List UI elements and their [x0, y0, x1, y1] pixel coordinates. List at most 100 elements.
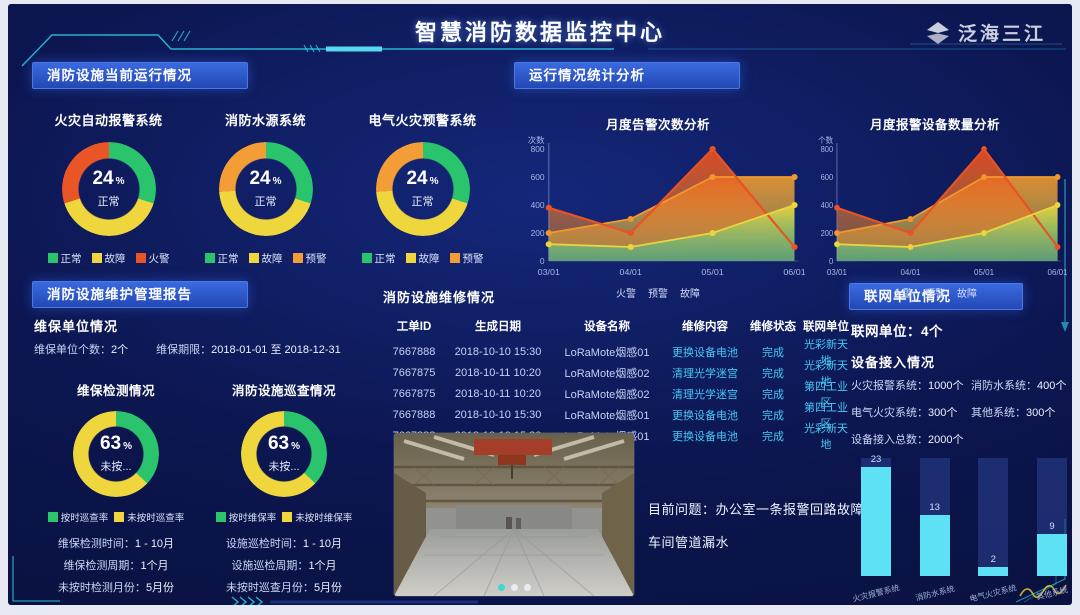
- legend-item: 正常: [204, 251, 239, 266]
- svg-text:06/01: 06/01: [1048, 268, 1067, 277]
- maintenance-info-line: 维保单位个数：2个 维保期限：2018-01-01 至 2018-12-31: [34, 341, 341, 357]
- stat-item: 其他系统：300个: [971, 407, 1056, 419]
- table-cell: 清理光学迷宫: [672, 389, 738, 401]
- bar-category-label: 电气火灾系统: [968, 583, 1018, 604]
- table-cell: 更换设备电池: [672, 410, 738, 422]
- svg-text:600: 600: [821, 173, 834, 182]
- repair-table-title: 消防设施维修情况: [383, 290, 496, 305]
- bar-track: [978, 458, 1009, 576]
- donut-legend: 正常 故障 预警: [344, 251, 501, 266]
- donut-legend: 按时巡查率 未按时巡查率: [32, 510, 200, 524]
- table-cell: 完成: [762, 389, 784, 401]
- stat-item: 维保检测周期：1个月: [63, 560, 169, 572]
- svg-text:200: 200: [531, 229, 545, 238]
- table-cell: 第四工业区: [804, 402, 848, 430]
- stat-item: 维保单位个数：2个: [34, 344, 129, 356]
- dashboard-board: 智慧消防数据监控中心 泛海三江 消防设施当前运行情况 运行情况统计分析 消防设施…: [8, 4, 1072, 605]
- table-cell: 2018-10-10 15:30: [454, 409, 542, 421]
- bar-value: 2: [990, 554, 996, 565]
- repair-table-panel: 消防设施维修情况 工单ID 生成日期 设备名称 维修内容 维修状态 联网单位 7667888…: [383, 287, 853, 452]
- patrol-donut-chart: [241, 411, 327, 497]
- stat-item: 未按时检测月份：5月份: [57, 582, 175, 594]
- column-header: 设备名称: [584, 320, 630, 333]
- svg-text:200: 200: [821, 229, 834, 238]
- donut-block-patrol: 消防设施巡查情况 63% 未按... 按时维保率 未按时维保率 设施巡检时间：1 …: [200, 370, 368, 599]
- factory-photo[interactable]: [394, 433, 634, 596]
- legend-item: 正常: [361, 251, 396, 266]
- stat-item: 设施巡检周期：1个月: [231, 560, 337, 572]
- table-row: 7667875 2018-10-11 10:20 LoRaMote烟感02 清理光学迷…: [383, 357, 853, 388]
- stat-item: 维保检测时间：1 - 10月: [57, 538, 175, 550]
- legend-item: 预警: [925, 289, 945, 300]
- brand-diamond-icon: [926, 21, 949, 44]
- electrical-fire-donut-chart: [375, 142, 470, 236]
- bar-track: [1036, 458, 1067, 576]
- legend-item: 故障: [248, 251, 283, 266]
- bar-column: 9 其他系统: [1029, 442, 1072, 602]
- carousel-dot[interactable]: [523, 584, 531, 591]
- column-header: 维修状态: [750, 320, 796, 333]
- table-cell: 7667888: [392, 346, 436, 358]
- water-supply-donut-chart: [218, 142, 313, 236]
- table-cell: 光彩新天地: [804, 339, 848, 367]
- stat-item: 火灾报警系统：1000个: [851, 380, 964, 392]
- svg-text:04/01: 04/01: [620, 267, 642, 277]
- problem-line-2: 车间管道漏水: [648, 535, 730, 550]
- table-cell: 2018-10-11 10:20: [454, 367, 542, 379]
- column-header: 联网单位: [803, 320, 849, 333]
- column-header: 维修内容: [682, 320, 728, 333]
- table-cell: 更换设备电池: [672, 347, 738, 359]
- inspection-donut-chart: [73, 411, 159, 497]
- system-status-donuts: 火灾自动报警系统 24% 正常 正常 故障 火警 消防水源系统 24% 正常 正常故…: [30, 100, 502, 266]
- svg-text:800: 800: [821, 145, 834, 154]
- bar-fill: [1036, 534, 1067, 576]
- chart-legend: 火警 预警 故障: [803, 285, 1067, 300]
- donut-center-label: 63% 未按...: [267, 433, 301, 473]
- current-problem-text: 目前问题：办公室一条报警回路故障， 车间管道漏水: [648, 493, 918, 559]
- legend-item: 故障: [91, 251, 126, 266]
- section-title-current-status: 消防设施当前运行情况: [32, 62, 248, 89]
- legend-item: 未按时维保率: [282, 510, 352, 524]
- legend-item: 火警: [893, 289, 913, 300]
- svg-text:800: 800: [531, 145, 545, 154]
- maintenance-donuts: 维保检测情况 63% 未按... 按时巡查率 未按时巡查率 维保检测时间：1 - …: [32, 370, 368, 599]
- svg-text:03/01: 03/01: [827, 268, 847, 277]
- donut-title: 消防设施巡查情况: [231, 384, 336, 398]
- repair-table: 工单ID 生成日期 设备名称 维修内容 维修状态 联网单位 7667888 2018-10-1…: [383, 315, 853, 452]
- bar-column: 13 消防水系统: [912, 442, 958, 603]
- svg-text:400: 400: [821, 201, 834, 210]
- legend-item: 预警: [292, 251, 327, 266]
- table-cell: 7667888: [392, 409, 436, 421]
- table-cell: 完成: [762, 347, 784, 359]
- svg-text:04/01: 04/01: [900, 268, 920, 277]
- svg-text:600: 600: [531, 173, 545, 182]
- network-unit-count: 联网单位：4个: [851, 324, 944, 339]
- legend-item: 未按时巡查率: [114, 510, 184, 524]
- carousel-dot[interactable]: [497, 584, 505, 591]
- brand-name: 泛海三江: [957, 24, 1046, 45]
- section-title-network-units: 联网单位情况: [849, 283, 1023, 310]
- page-title: 智慧消防数据监控中心: [414, 20, 665, 45]
- stat-item: 设备接入总数：2000个: [851, 434, 964, 446]
- carousel-dot[interactable]: [510, 584, 518, 591]
- section-title-maintenance: 消防设施维护管理报告: [32, 281, 248, 308]
- donut-center-label: 24% 正常: [92, 168, 125, 208]
- bar-value: 9: [1049, 521, 1055, 532]
- table-cell: 2018-10-11 10:20: [454, 388, 542, 400]
- table-cell: 更换设备电池: [672, 431, 738, 443]
- bar-fill: [861, 467, 891, 576]
- legend-item: 故障: [405, 251, 440, 266]
- donut-title: 维保检测情况: [76, 384, 155, 398]
- legend-item: 按时维保率: [215, 510, 276, 524]
- donut-center-label: 24% 正常: [406, 168, 439, 208]
- maintenance-subtitle: 维保单位情况: [34, 319, 119, 334]
- column-header: 工单ID: [396, 320, 432, 333]
- stat-item: 未按时巡查月份：5月份: [225, 582, 343, 594]
- chart-title: 月度报警设备数量分析: [869, 118, 1000, 132]
- table-cell: LoRaMote烟感02: [564, 368, 650, 380]
- donut-block-inspection: 维保检测情况 63% 未按... 按时巡查率 未按时巡查率 维保检测时间：1 - …: [32, 370, 200, 599]
- table-cell: LoRaMote烟感02: [564, 389, 650, 401]
- bar-category-label: 消防水系统: [914, 584, 956, 603]
